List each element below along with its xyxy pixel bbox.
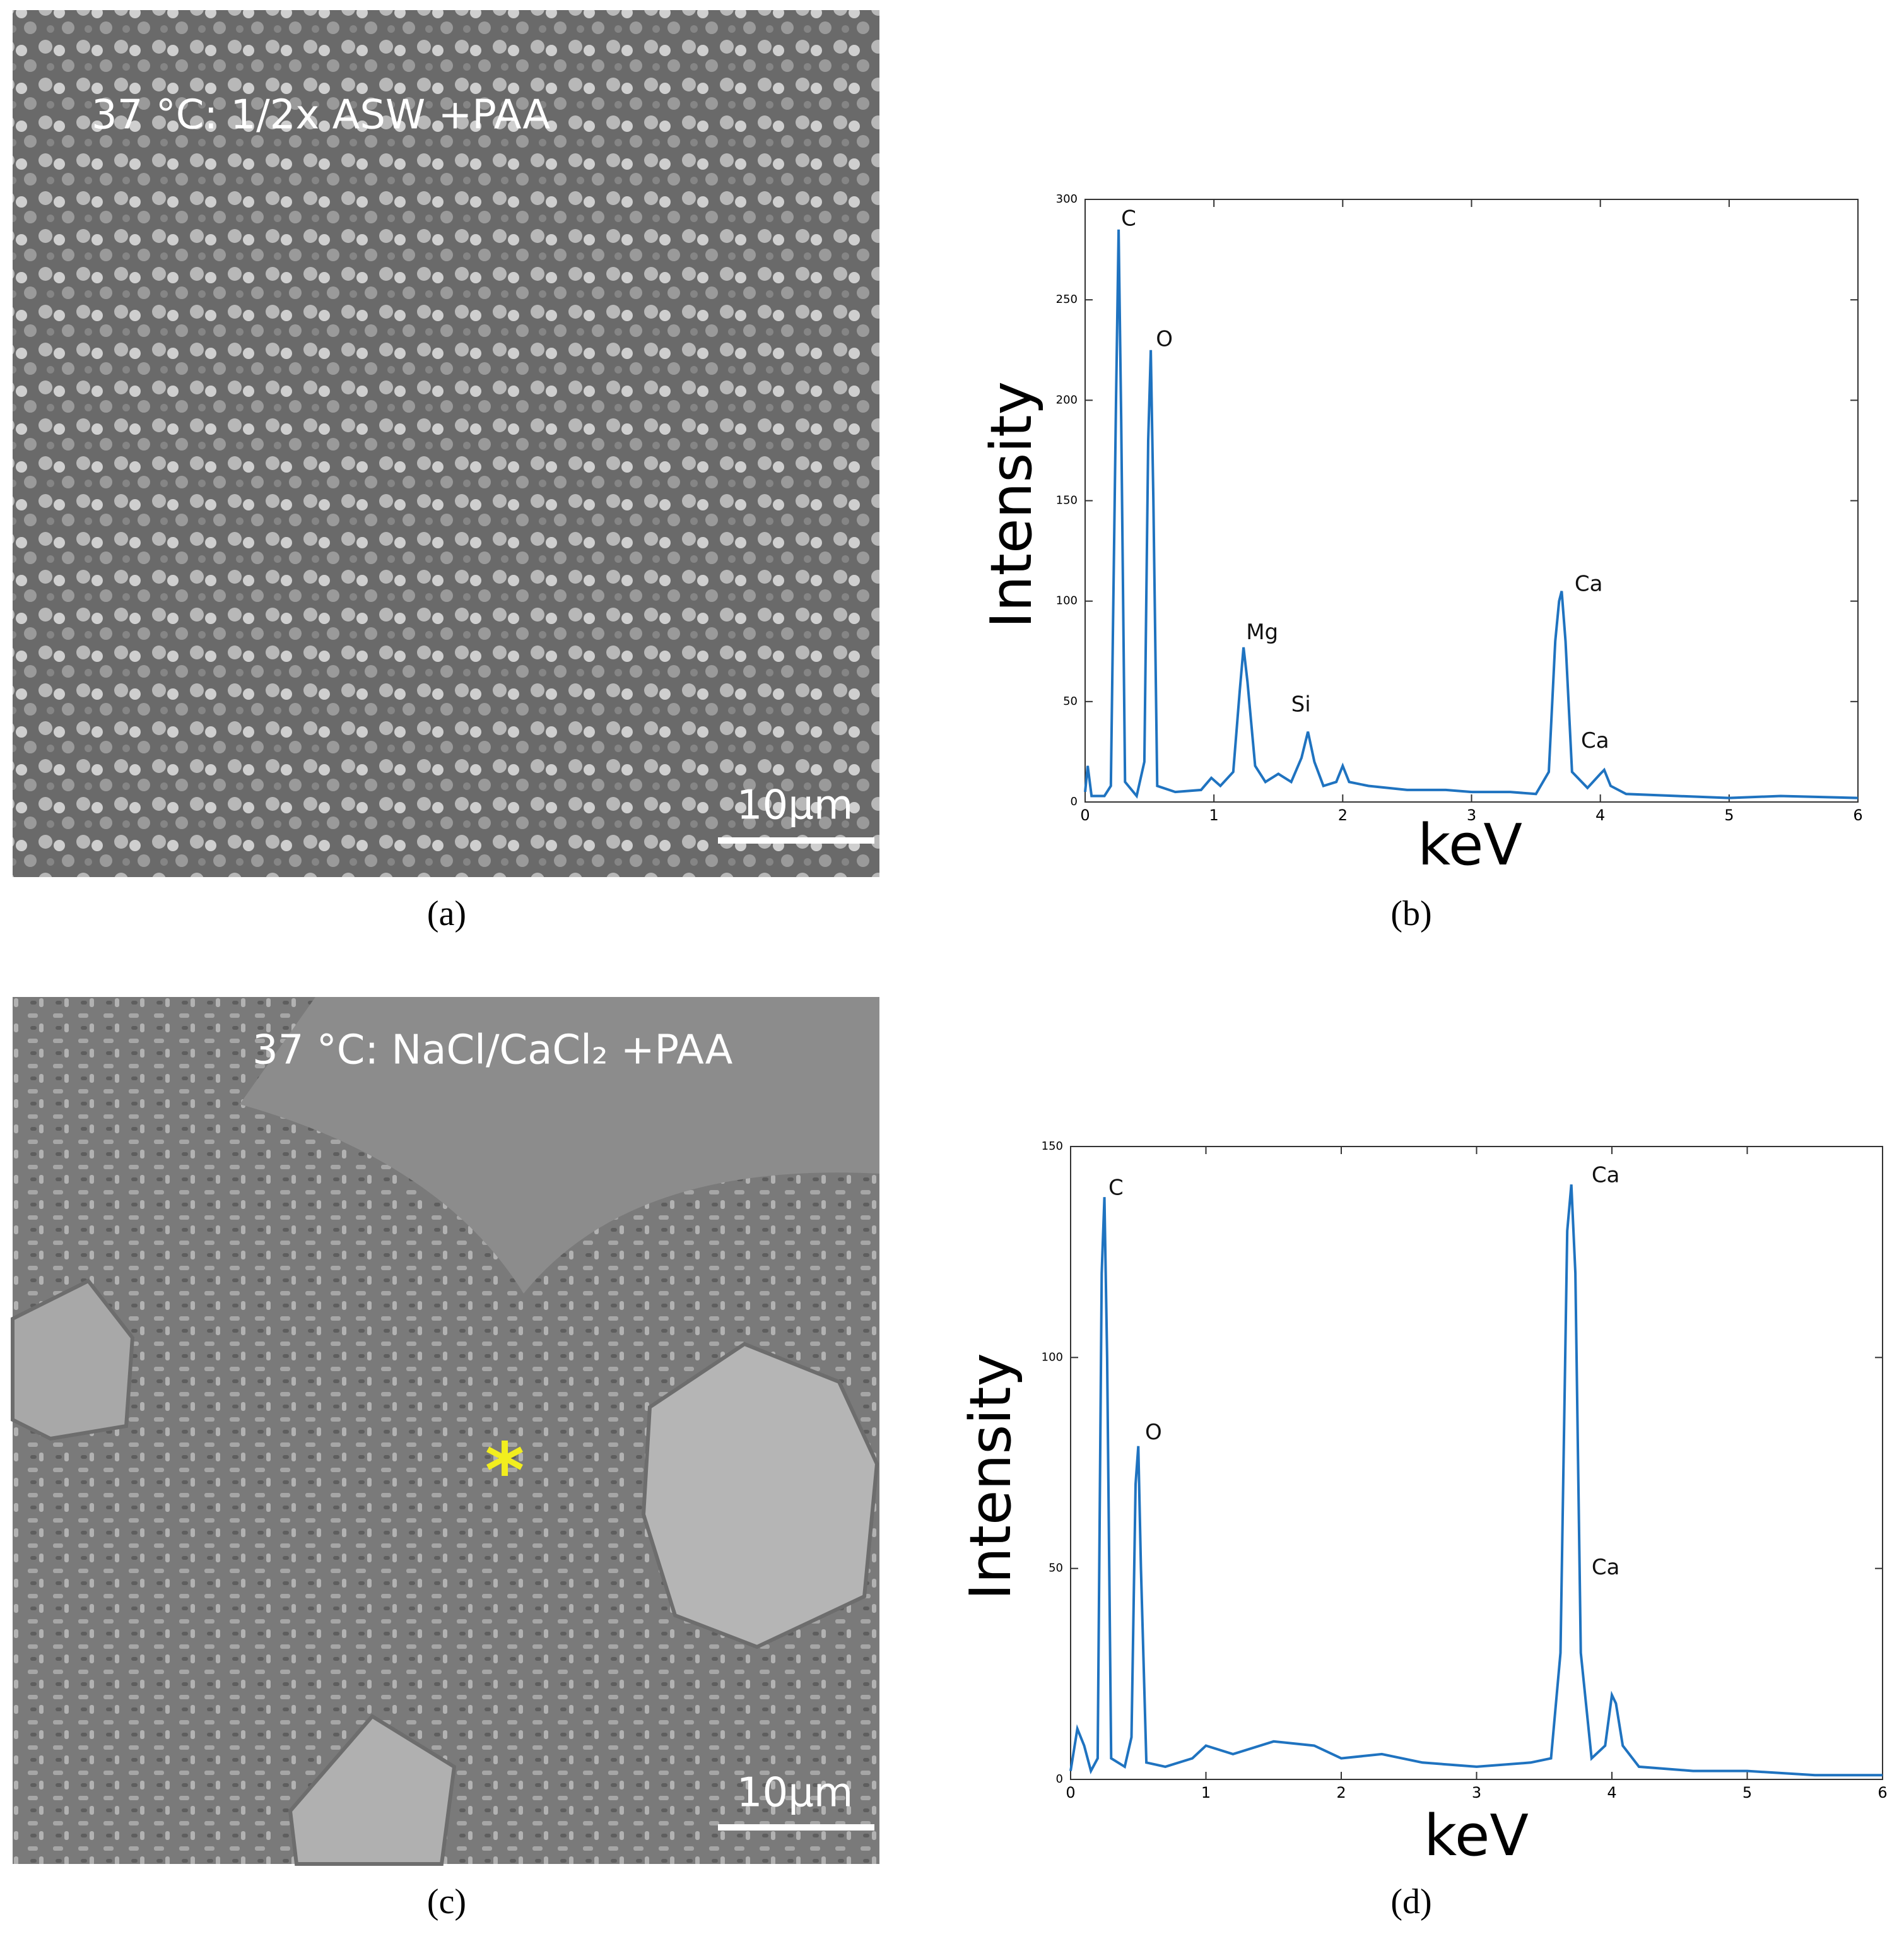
peak-label: C: [1121, 206, 1136, 231]
x-tick-label: 5: [1724, 806, 1734, 824]
caption: (d): [1390, 1882, 1431, 1921]
y-tick-label: 50: [1063, 695, 1078, 708]
peak-label: Si: [1291, 692, 1311, 717]
y-axis-label: Intensity: [958, 1353, 1024, 1600]
y-tick-label: 150: [1056, 494, 1078, 507]
peak-label: Ca: [1575, 572, 1603, 597]
x-tick-label: 1: [1209, 806, 1219, 824]
peak-label: Mg: [1246, 620, 1278, 645]
peak-label: O: [1156, 326, 1173, 351]
x-tick-label: 4: [1595, 806, 1605, 824]
peak-label: C: [1108, 1175, 1124, 1200]
x-axis-label: keV: [1424, 1803, 1529, 1869]
x-tick-label: 2: [1336, 1784, 1346, 1801]
marker: *: [485, 1428, 525, 1516]
x-tick-label: 1: [1201, 1784, 1211, 1801]
x-tick-label: 5: [1742, 1784, 1752, 1801]
caption: (c): [427, 1882, 466, 1921]
sem-image-c: 37 °C: NaCl/CaCl₂ +PAA * 10μm: [11, 997, 879, 1866]
y-tick-label: 0: [1056, 1772, 1063, 1786]
plot-frame: [1070, 1146, 1883, 1780]
scale-label: 10μm: [737, 1770, 854, 1817]
x-tick-label: 0: [1066, 1784, 1075, 1801]
x-tick-label: 6: [1853, 806, 1862, 824]
plot-frame: [1084, 199, 1859, 803]
peak-label: Ca: [1592, 1555, 1620, 1580]
peak-label: Ca: [1592, 1162, 1620, 1188]
y-tick-label: 50: [1049, 1562, 1063, 1575]
x-tick-label: 4: [1607, 1784, 1616, 1801]
scale-label: 10μm: [737, 782, 854, 829]
y-tick-label: 250: [1056, 293, 1078, 306]
y-tick-label: 300: [1056, 192, 1078, 206]
x-tick-label: 3: [1472, 1784, 1481, 1801]
y-tick-label: 200: [1056, 393, 1078, 406]
x-tick-label: 6: [1878, 1784, 1887, 1801]
y-tick-label: 0: [1071, 795, 1078, 808]
y-axis-label: Intensity: [978, 381, 1045, 628]
y-tick-label: 150: [1042, 1140, 1063, 1153]
peak-label: Ca: [1581, 728, 1609, 753]
x-tick-label: 2: [1338, 806, 1348, 824]
x-axis-label: keV: [1418, 812, 1522, 878]
caption: (a): [427, 894, 466, 933]
image-title: 37 °C: NaCl/CaCl₂ +PAA: [252, 1027, 733, 1074]
peak-label: O: [1145, 1420, 1162, 1445]
image-title: 37 °C: 1/2x ASW +PAA: [91, 92, 550, 139]
x-tick-label: 0: [1080, 806, 1090, 824]
spectrum-line: [1069, 1184, 1883, 1777]
y-tick-label: 100: [1042, 1350, 1063, 1364]
spectrum-line: [1084, 229, 1859, 799]
caption: (b): [1390, 894, 1431, 933]
y-tick-label: 100: [1056, 594, 1078, 608]
sem-image-a: 37 °C: 1/2x ASW +PAA 10μm: [13, 10, 879, 877]
x-tick-label: 3: [1467, 806, 1476, 824]
